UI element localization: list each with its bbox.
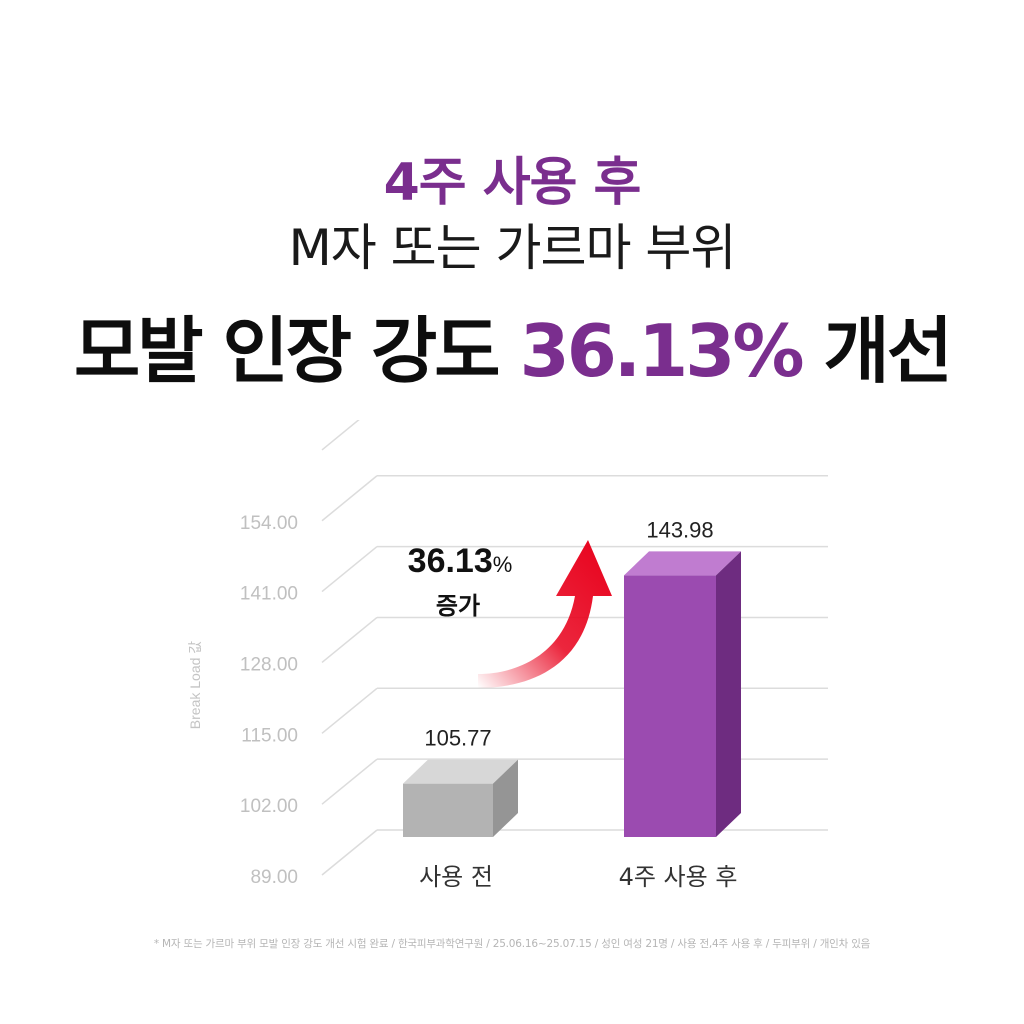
bar-after: [624, 551, 741, 837]
bar-front: [624, 575, 716, 837]
y-tick-label: 115.00: [241, 725, 298, 746]
y-tick-label: 102.00: [240, 796, 298, 817]
y-tick-label: 141.00: [240, 584, 298, 605]
y-axis-ticks: 89.00 102.00 115.00 128.00 141.00 154.00: [240, 513, 298, 888]
bar-top: [624, 551, 741, 576]
bar-value-labels: 105.77 143.98: [424, 517, 713, 750]
grid-line-diagonal: [321, 546, 378, 593]
y-tick-label: 154.00: [240, 513, 298, 534]
bar-front: [403, 783, 493, 837]
bar-chart: 89.00 102.00 115.00 128.00 141.00 154.00 Brea…: [187, 420, 828, 891]
y-axis-label: Break Load 값: [187, 641, 203, 729]
increase-value: 36.13: [408, 542, 493, 580]
grid-line-diagonal: [321, 420, 360, 451]
headline-result: 모발 인장 강도 36.13% 개선: [0, 292, 1024, 397]
grid-line-diagonal: [321, 829, 378, 876]
x-category-label: 사용 전: [419, 863, 493, 891]
bar-side: [716, 551, 741, 837]
y-tick-label: 128.00: [240, 654, 298, 675]
x-category-label: 4주 사용 후: [619, 863, 738, 891]
grid-line-diagonal: [321, 687, 378, 734]
y-tick-label: 89.00: [250, 867, 298, 888]
headline-result-value: 36.13%: [519, 309, 805, 393]
headline-period: 4주 사용 후: [383, 153, 642, 213]
grid-line-diagonal: [321, 616, 378, 664]
increase-annotation: 36.13%: [408, 542, 513, 580]
increase-arrow-icon: [478, 540, 612, 688]
headline-result-prefix: 모발 인장 강도: [73, 309, 520, 393]
chart-grid: [321, 420, 828, 876]
grid-line-diagonal: [321, 758, 378, 805]
headline-area: M자 또는 가르마 부위: [288, 219, 737, 277]
grid-line-diagonal: [321, 475, 378, 522]
bar-side: [493, 759, 518, 837]
headline-result-suffix: 개선: [801, 309, 953, 393]
increase-label: 증가: [436, 592, 480, 620]
bar-value-label: 105.77: [424, 726, 491, 751]
bar-top: [403, 759, 518, 784]
increase-unit: %: [493, 552, 513, 577]
x-axis-categories: 사용 전 4주 사용 후: [419, 863, 737, 891]
chart-bars: [403, 551, 741, 837]
bar-before: [403, 759, 518, 837]
bar-value-label: 143.98: [646, 517, 713, 542]
footnote: * M자 또는 가르마 부위 모발 인장 강도 개선 시험 완료 / 한국피부과…: [153, 938, 871, 950]
